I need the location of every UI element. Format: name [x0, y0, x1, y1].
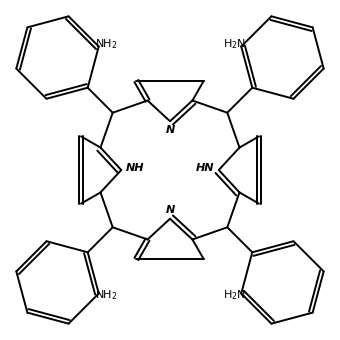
Text: HN: HN: [196, 163, 215, 173]
Text: N: N: [165, 125, 175, 135]
Text: H$_2$N: H$_2$N: [223, 289, 245, 302]
Text: NH$_2$: NH$_2$: [95, 289, 117, 302]
Text: NH$_2$: NH$_2$: [95, 38, 117, 51]
Text: H$_2$N: H$_2$N: [223, 38, 245, 51]
Text: N: N: [165, 205, 175, 215]
Text: NH: NH: [125, 163, 144, 173]
